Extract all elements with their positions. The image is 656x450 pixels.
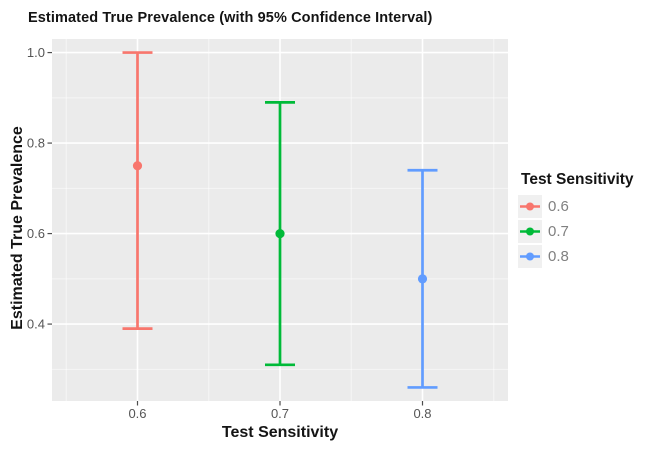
- x-tick-label: 0.8: [413, 406, 431, 421]
- x-axis-title: Test Sensitivity: [221, 424, 339, 441]
- y-tick-label: 0.6: [27, 226, 45, 241]
- legend-label: 0.7: [548, 223, 569, 240]
- point-estimate: [417, 274, 428, 284]
- legend-label: 0.8: [548, 248, 569, 265]
- legend: Test Sensitivity 0.6 0.7 0.8: [518, 171, 634, 270]
- chart-title: Estimated True Prevalence (with 95% Conf…: [28, 10, 433, 26]
- y-tick-label: 0.4: [27, 317, 45, 332]
- point-estimate: [275, 228, 285, 239]
- legend-item: 0.7: [518, 220, 634, 243]
- errorbar-series: [407, 168, 438, 389]
- pointrange-key-icon: [518, 245, 542, 268]
- pointrange-key-icon: [518, 220, 542, 243]
- x-tick-label: 0.6: [128, 406, 146, 421]
- legend-item: 0.6: [518, 195, 634, 218]
- y-tick-label: 1.0: [27, 45, 45, 60]
- legend-title: Test Sensitivity: [521, 171, 634, 188]
- errorbar-series: [122, 51, 153, 330]
- pointrange-key-icon: [518, 195, 542, 218]
- y-tick-label: 0.8: [27, 136, 45, 151]
- legend-item: 0.8: [518, 245, 634, 268]
- legend-label: 0.6: [548, 198, 569, 215]
- point-estimate: [132, 161, 143, 171]
- x-tick-label: 0.7: [271, 406, 289, 421]
- errorbar-series: [265, 100, 295, 367]
